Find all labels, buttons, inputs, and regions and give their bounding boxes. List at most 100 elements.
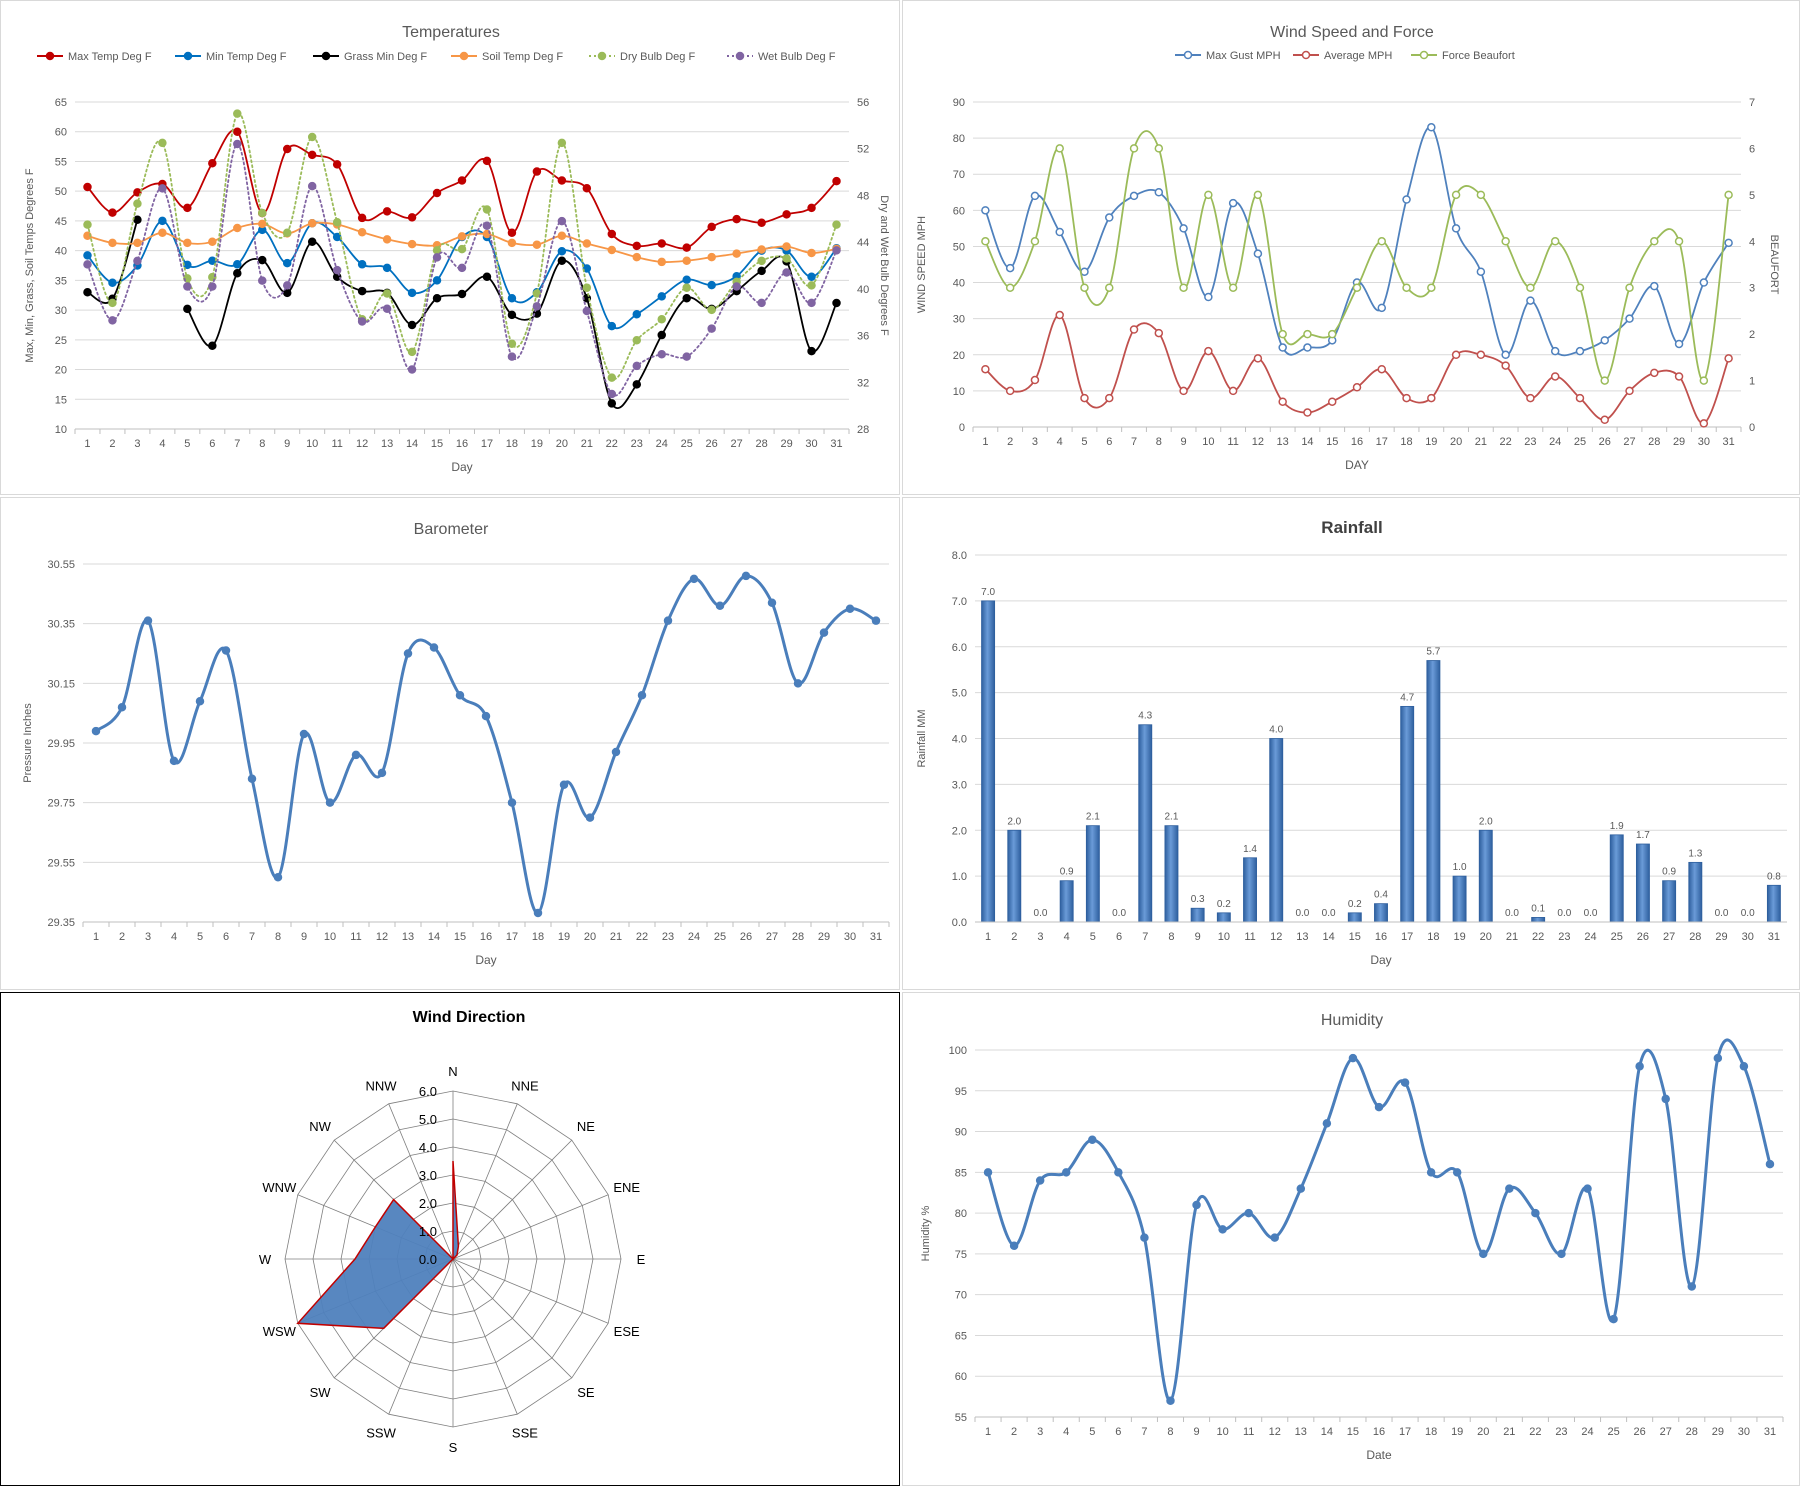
radial-tick-label: 2.0 — [419, 1196, 437, 1211]
data-point — [807, 272, 816, 282]
data-point — [273, 873, 283, 882]
x-tick-label: 22 — [606, 438, 618, 450]
data-point — [133, 215, 142, 224]
x-tick-label: 22 — [1529, 1426, 1541, 1438]
x-tick-label: 26 — [740, 931, 752, 943]
legend-swatch-marker — [183, 51, 193, 61]
data-point — [1253, 249, 1263, 258]
data-point — [682, 243, 691, 252]
data-point — [307, 219, 317, 228]
y-tick-label: 70 — [955, 1290, 967, 1302]
data-point — [1625, 283, 1634, 292]
rain-bar — [1531, 917, 1546, 923]
data-point — [632, 361, 642, 371]
rain-bar — [1478, 829, 1493, 923]
y2-tick-label: 48 — [857, 190, 869, 202]
x-tick-label: 26 — [1634, 1426, 1646, 1438]
data-point — [1452, 1168, 1462, 1177]
data-point — [1476, 190, 1486, 200]
legend-item: Min Temp Deg F — [175, 51, 287, 63]
y-tick-label: 7.0 — [952, 596, 967, 608]
x-tick-label: 22 — [1532, 931, 1544, 943]
y-axis-label: Pressure Inches — [22, 703, 34, 783]
data-point — [1650, 368, 1659, 378]
x-tick-label: 21 — [610, 931, 622, 943]
data-point — [83, 288, 92, 297]
data-point — [1278, 397, 1287, 406]
data-point — [632, 335, 642, 345]
data-label: 0.8 — [1767, 871, 1781, 882]
x-tick-label: 12 — [1252, 436, 1264, 448]
direction-label: NNE — [511, 1078, 539, 1093]
data-point — [682, 352, 691, 361]
y-tick-label: 70 — [953, 169, 965, 181]
radar-spoke — [388, 1258, 454, 1415]
rain-bar — [1190, 907, 1205, 923]
y-tick-label: 90 — [955, 1127, 967, 1139]
y-tick-label: 30.35 — [47, 619, 75, 631]
data-point — [108, 238, 117, 248]
x-tick-label: 19 — [1451, 1426, 1463, 1438]
x-tick-label: 16 — [1351, 436, 1363, 448]
data-point — [1154, 188, 1164, 197]
data-point — [582, 283, 592, 292]
x-tick-label: 3 — [1037, 931, 1043, 943]
x-tick-label: 25 — [1611, 931, 1623, 943]
temperatures-chart-panel: Temperatures 10 15 20 25 30 35 40 45 50 55 60 65 28 32… — [0, 0, 900, 495]
x-tick-label: 2 — [109, 438, 115, 450]
legend-item: Max Gust MPH — [1175, 50, 1281, 62]
data-point — [807, 298, 816, 308]
data-point — [233, 127, 242, 136]
data-point — [1055, 144, 1064, 153]
data-point — [657, 314, 666, 324]
x-tick-label: 6 — [223, 931, 229, 943]
data-point — [707, 222, 716, 232]
data-point — [557, 138, 567, 148]
chart-title: Barometer — [414, 521, 489, 538]
legend-label: Min Temp Deg F — [206, 51, 287, 63]
y-tick-label: 25 — [55, 335, 67, 347]
data-point — [1600, 336, 1609, 345]
data-point — [482, 205, 492, 214]
x-tick-label: 4 — [159, 438, 165, 450]
data-label: 0.9 — [1662, 867, 1676, 878]
data-point — [429, 643, 439, 652]
x-tick-label: 18 — [1427, 931, 1439, 943]
data-point — [1609, 1314, 1618, 1324]
data-point — [83, 182, 92, 192]
data-point — [682, 256, 691, 265]
data-point — [208, 237, 217, 246]
data-point — [707, 280, 716, 290]
data-point — [282, 258, 292, 268]
data-point — [382, 289, 392, 298]
data-point — [632, 380, 642, 389]
rain-bar — [1374, 903, 1388, 923]
y-tick-label: 60 — [55, 127, 67, 139]
y-tick-label: 45 — [55, 216, 67, 228]
data-point — [1575, 283, 1585, 292]
x-tick-label: 12 — [1270, 931, 1282, 943]
data-point — [1253, 190, 1263, 200]
x-tick-label: 9 — [1195, 931, 1201, 943]
data-label: 1.7 — [1636, 830, 1650, 841]
x-tick-label: 17 — [1376, 436, 1388, 448]
legend-item: Average MPH — [1293, 50, 1392, 62]
y-tick-label: 90 — [953, 97, 965, 109]
data-point — [689, 574, 699, 584]
data-point — [1427, 283, 1436, 292]
y2-tick-label: 6 — [1749, 143, 1755, 155]
data-point — [307, 237, 317, 246]
chart-title: Rainfall — [1321, 518, 1382, 537]
data-point — [1476, 350, 1486, 360]
data-point — [1218, 1225, 1227, 1234]
data-point — [1154, 144, 1164, 153]
data-point — [1550, 372, 1560, 381]
x-tick-label: 3 — [1037, 1426, 1043, 1438]
data-point — [507, 352, 517, 361]
x-tick-label: 8 — [1167, 1426, 1173, 1438]
y-tick-label: 20 — [55, 365, 67, 377]
data-point — [1377, 237, 1387, 246]
data-point — [1005, 386, 1015, 396]
data-point — [158, 228, 167, 238]
y-tick-label: 10 — [55, 424, 67, 436]
